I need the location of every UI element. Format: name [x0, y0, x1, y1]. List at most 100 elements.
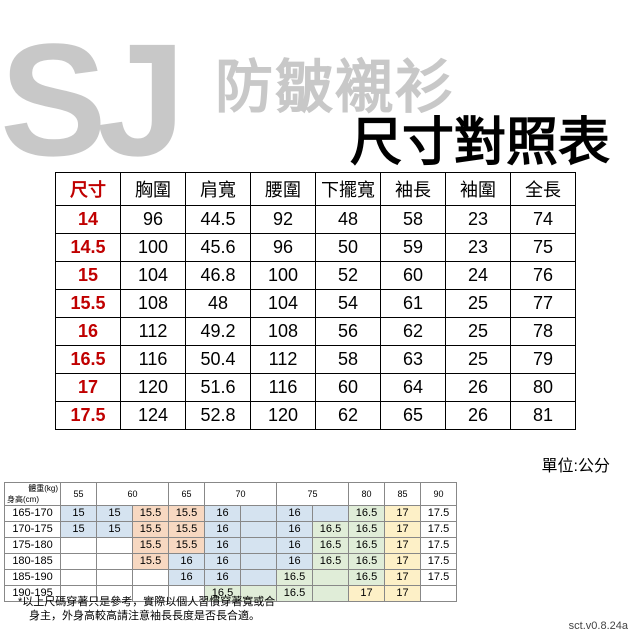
t1-cell: 76: [511, 262, 576, 290]
t1-cell: 116: [251, 374, 316, 402]
t2-cell: 17: [385, 570, 421, 586]
t1-cell: 44.5: [186, 206, 251, 234]
t2-cell: 16: [205, 506, 241, 522]
t2-cell: 16: [205, 522, 241, 538]
t2-cell: 15.5: [133, 538, 169, 554]
t1-cell: 25: [446, 318, 511, 346]
recommendation-table: 體重(kg)身高(cm)5560657075808590165-17015151…: [4, 482, 457, 602]
t1-header: 尺寸: [56, 173, 121, 206]
t2-cell: [313, 586, 349, 602]
t1-header: 下擺寬: [316, 173, 381, 206]
t2-cell: 16.5: [349, 506, 385, 522]
t2-cell: 16.5: [349, 554, 385, 570]
t1-cell: 80: [511, 374, 576, 402]
t2-cell: 16.5: [349, 538, 385, 554]
t2-cell: 15: [61, 506, 97, 522]
t1-cell: 24: [446, 262, 511, 290]
t1-cell: 112: [251, 346, 316, 374]
t1-cell: 26: [446, 402, 511, 430]
t1-cell: 17.5: [56, 402, 121, 430]
footnote: *以上尺碼穿著只是參考，實際以個人習慣穿著寬或合 身主，外身高較高請注意袖長長度…: [18, 595, 275, 624]
t2-cell: 16.5: [313, 538, 349, 554]
t2-col-header: 65: [169, 483, 205, 506]
t1-cell: 112: [121, 318, 186, 346]
t1-cell: 25: [446, 290, 511, 318]
t1-cell: 108: [121, 290, 186, 318]
t2-cell: 16: [277, 506, 313, 522]
t1-cell: 14: [56, 206, 121, 234]
t1-cell: 51.6: [186, 374, 251, 402]
t1-cell: 74: [511, 206, 576, 234]
t2-cell: 16.5: [277, 570, 313, 586]
t2-cell: [61, 554, 97, 570]
t2-row-label: 170-175: [5, 522, 61, 538]
t1-cell: 81: [511, 402, 576, 430]
t1-cell: 64: [381, 374, 446, 402]
t1-cell: 16.5: [56, 346, 121, 374]
unit-label: 單位:公分: [542, 452, 610, 476]
t2-cell: [97, 554, 133, 570]
t2-col-header: 85: [385, 483, 421, 506]
t2-row-label: 165-170: [5, 506, 61, 522]
t2-cell: [241, 538, 277, 554]
t2-cell: [133, 570, 169, 586]
t1-cell: 58: [316, 346, 381, 374]
t1-cell: 61: [381, 290, 446, 318]
t1-cell: 62: [316, 402, 381, 430]
size-chart-table: 尺寸胸圍肩寬腰圍下擺寬袖長袖圍全長149644.5924858237414.51…: [55, 172, 576, 430]
t1-cell: 120: [251, 402, 316, 430]
t2-cell: [61, 570, 97, 586]
t2-cell: 17.5: [421, 522, 457, 538]
t1-cell: 75: [511, 234, 576, 262]
t1-cell: 58: [381, 206, 446, 234]
t1-cell: 26: [446, 374, 511, 402]
footnote-line1: *以上尺碼穿著只是參考，實際以個人習慣穿著寬或合: [18, 595, 275, 609]
t2-row-label: 185-190: [5, 570, 61, 586]
t1-cell: 56: [316, 318, 381, 346]
t2-cell: [421, 586, 457, 602]
t2-col-header: 75: [277, 483, 349, 506]
t2-cell: [97, 538, 133, 554]
t1-cell: 92: [251, 206, 316, 234]
t1-cell: 65: [381, 402, 446, 430]
t1-cell: 120: [121, 374, 186, 402]
t1-cell: 52.8: [186, 402, 251, 430]
t2-cell: 16: [277, 522, 313, 538]
t2-cell: 15.5: [133, 554, 169, 570]
t2-cell: [313, 506, 349, 522]
t2-col-header: 90: [421, 483, 457, 506]
t2-cell: 16.5: [349, 522, 385, 538]
t2-cell: 16: [277, 538, 313, 554]
page-title: 尺寸對照表: [350, 100, 610, 175]
t2-cell: 15: [61, 522, 97, 538]
t1-header: 全長: [511, 173, 576, 206]
t1-cell: 15: [56, 262, 121, 290]
t1-cell: 78: [511, 318, 576, 346]
t2-cell: 17: [385, 522, 421, 538]
t2-cell: 15.5: [133, 522, 169, 538]
t2-cell: [97, 570, 133, 586]
t1-cell: 50: [316, 234, 381, 262]
t2-col-header: 80: [349, 483, 385, 506]
t1-cell: 54: [316, 290, 381, 318]
t2-cell: 17.5: [421, 570, 457, 586]
t2-cell: 16: [205, 538, 241, 554]
t1-cell: 79: [511, 346, 576, 374]
t2-cell: [241, 554, 277, 570]
t1-cell: 46.8: [186, 262, 251, 290]
t1-header: 袖長: [381, 173, 446, 206]
t1-cell: 23: [446, 206, 511, 234]
t2-col-header: 70: [205, 483, 277, 506]
t1-cell: 104: [251, 290, 316, 318]
t2-cell: 17.5: [421, 554, 457, 570]
t2-cell: 15.5: [169, 506, 205, 522]
version-label: sct.v0.8.24a: [569, 620, 628, 632]
t2-cell: 16: [205, 570, 241, 586]
t2-cell: 15.5: [169, 538, 205, 554]
t2-cell: 15: [97, 522, 133, 538]
t1-cell: 52: [316, 262, 381, 290]
t1-cell: 50.4: [186, 346, 251, 374]
t1-cell: 60: [316, 374, 381, 402]
footnote-line2: 身主，外身高較高請注意袖長長度是否長合適。: [18, 609, 275, 623]
t2-cell: 17: [385, 554, 421, 570]
